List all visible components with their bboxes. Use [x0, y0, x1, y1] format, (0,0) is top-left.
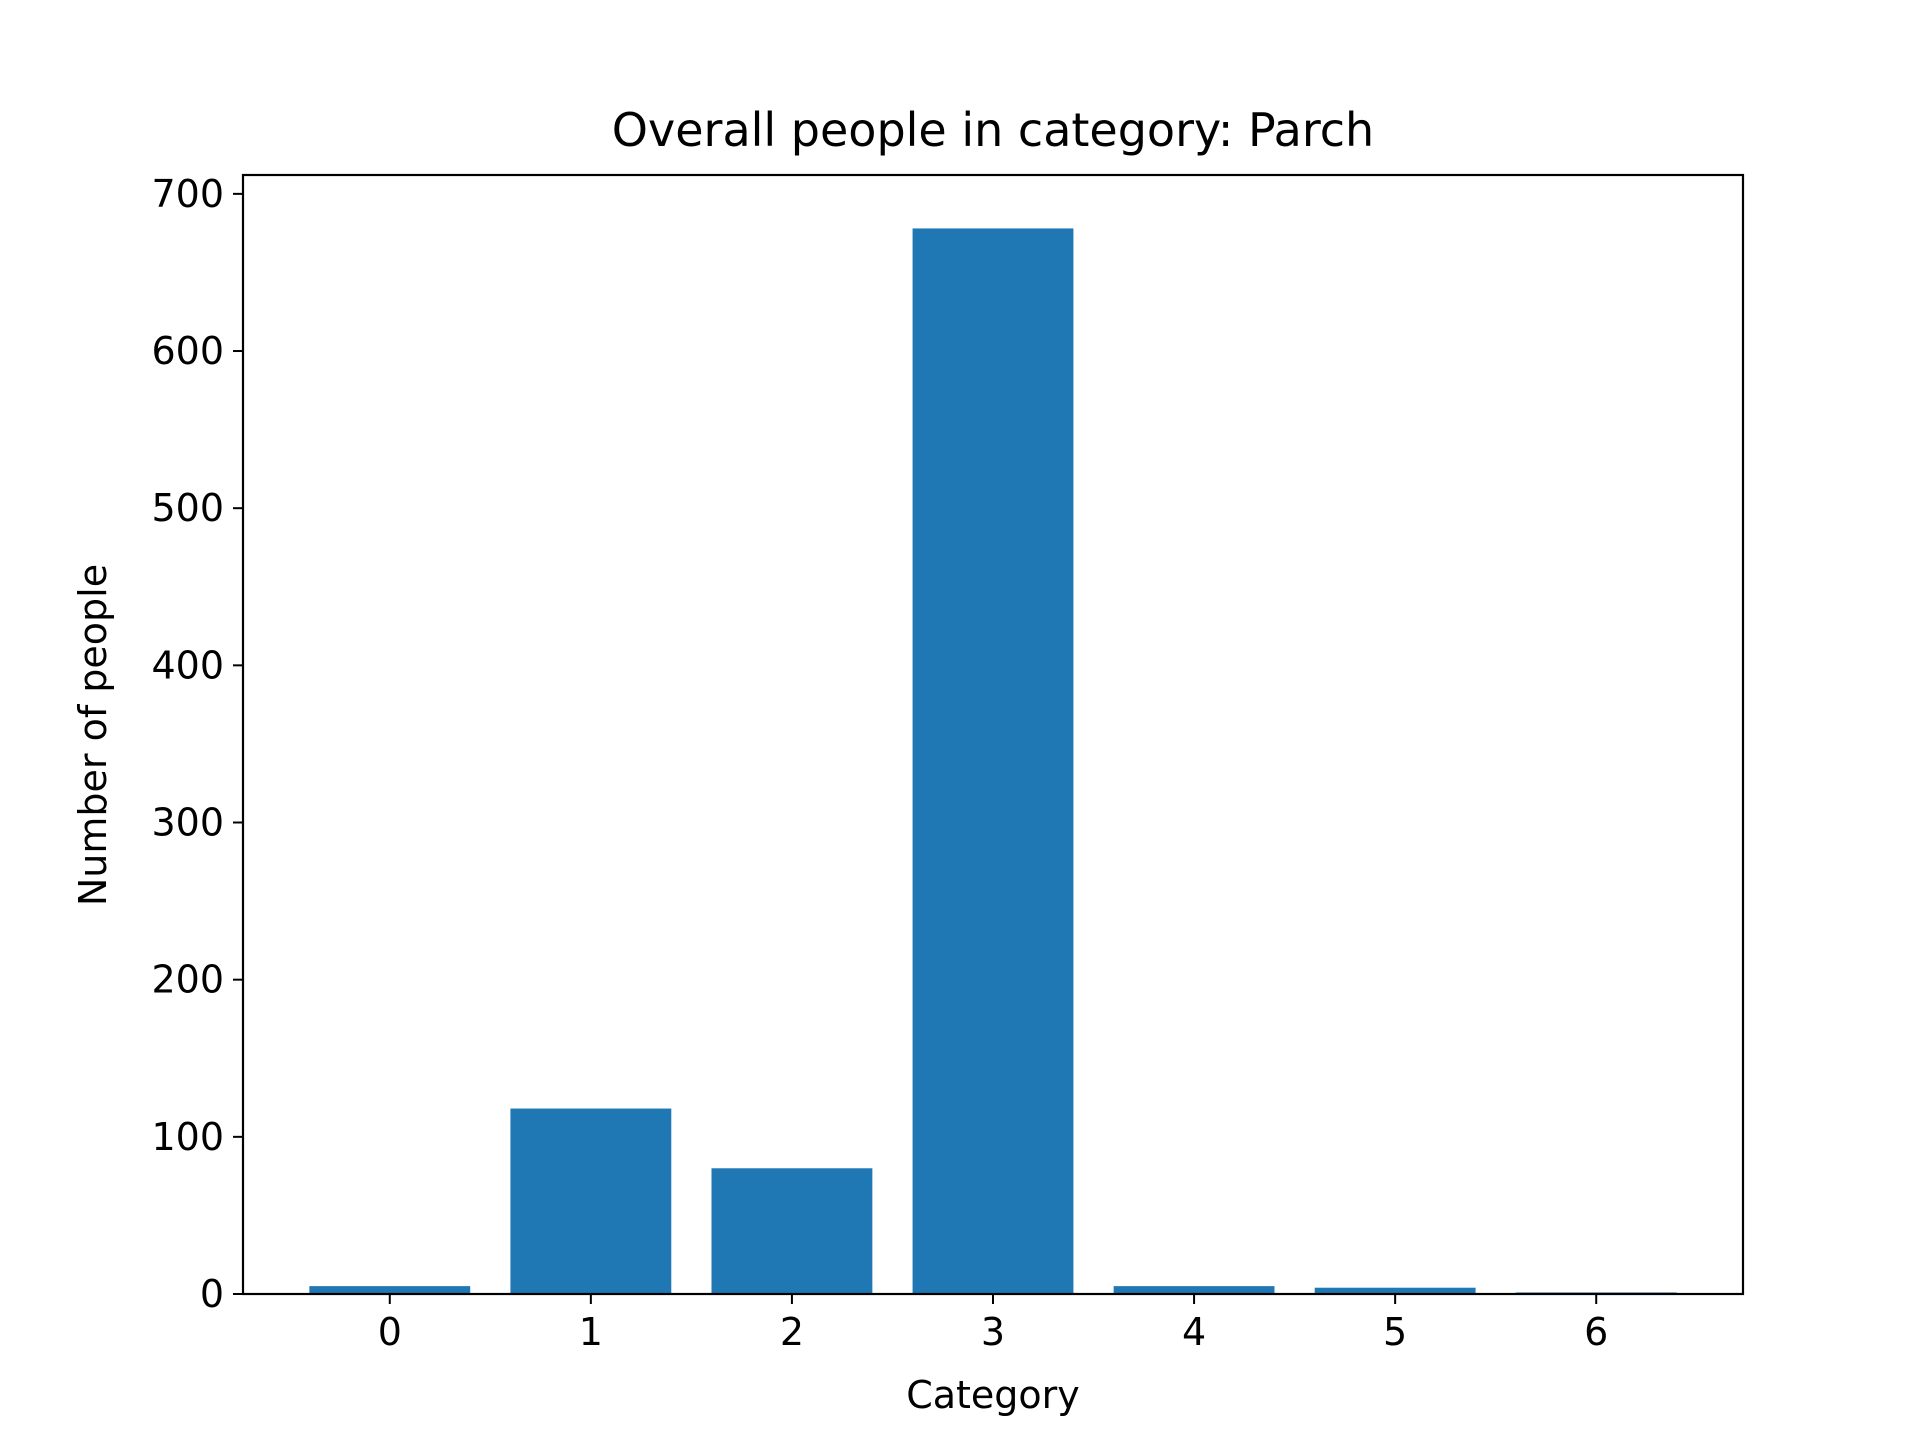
bar-5: [1314, 1287, 1476, 1294]
y-axis-ticks: 0 100 200 300 400 500 600 700: [151, 172, 243, 1316]
y-tick-label: 300: [151, 801, 224, 845]
x-tick-label: 5: [1383, 1310, 1407, 1354]
x-tick-label: 3: [981, 1310, 1005, 1354]
y-tick-label: 100: [151, 1115, 224, 1159]
bar-1: [510, 1108, 672, 1294]
x-tick-label: 6: [1584, 1310, 1608, 1354]
y-tick-label: 500: [151, 486, 224, 530]
bar-0: [309, 1286, 471, 1294]
y-tick-label: 0: [200, 1272, 224, 1316]
chart-title: Overall people in category: Parch: [612, 103, 1374, 157]
y-tick-label: 200: [151, 958, 224, 1002]
bar-2: [711, 1168, 873, 1294]
x-tick-label: 1: [579, 1310, 603, 1354]
x-axis-label: Category: [906, 1373, 1080, 1417]
x-tick-label: 2: [780, 1310, 804, 1354]
x-tick-label: 4: [1182, 1310, 1206, 1354]
x-tick-label: 0: [378, 1310, 402, 1354]
y-tick-label: 700: [151, 172, 224, 216]
y-tick-label: 400: [151, 643, 224, 687]
bar-4: [1113, 1286, 1275, 1294]
x-axis-ticks: 0 1 2 3 4 5 6: [378, 1294, 1608, 1354]
bars-group: [309, 228, 1677, 1295]
plot-area-frame: [241, 173, 1745, 1296]
bar-3: [912, 228, 1074, 1295]
y-tick-label: 600: [151, 329, 224, 373]
y-axis-label: Number of people: [71, 564, 115, 906]
